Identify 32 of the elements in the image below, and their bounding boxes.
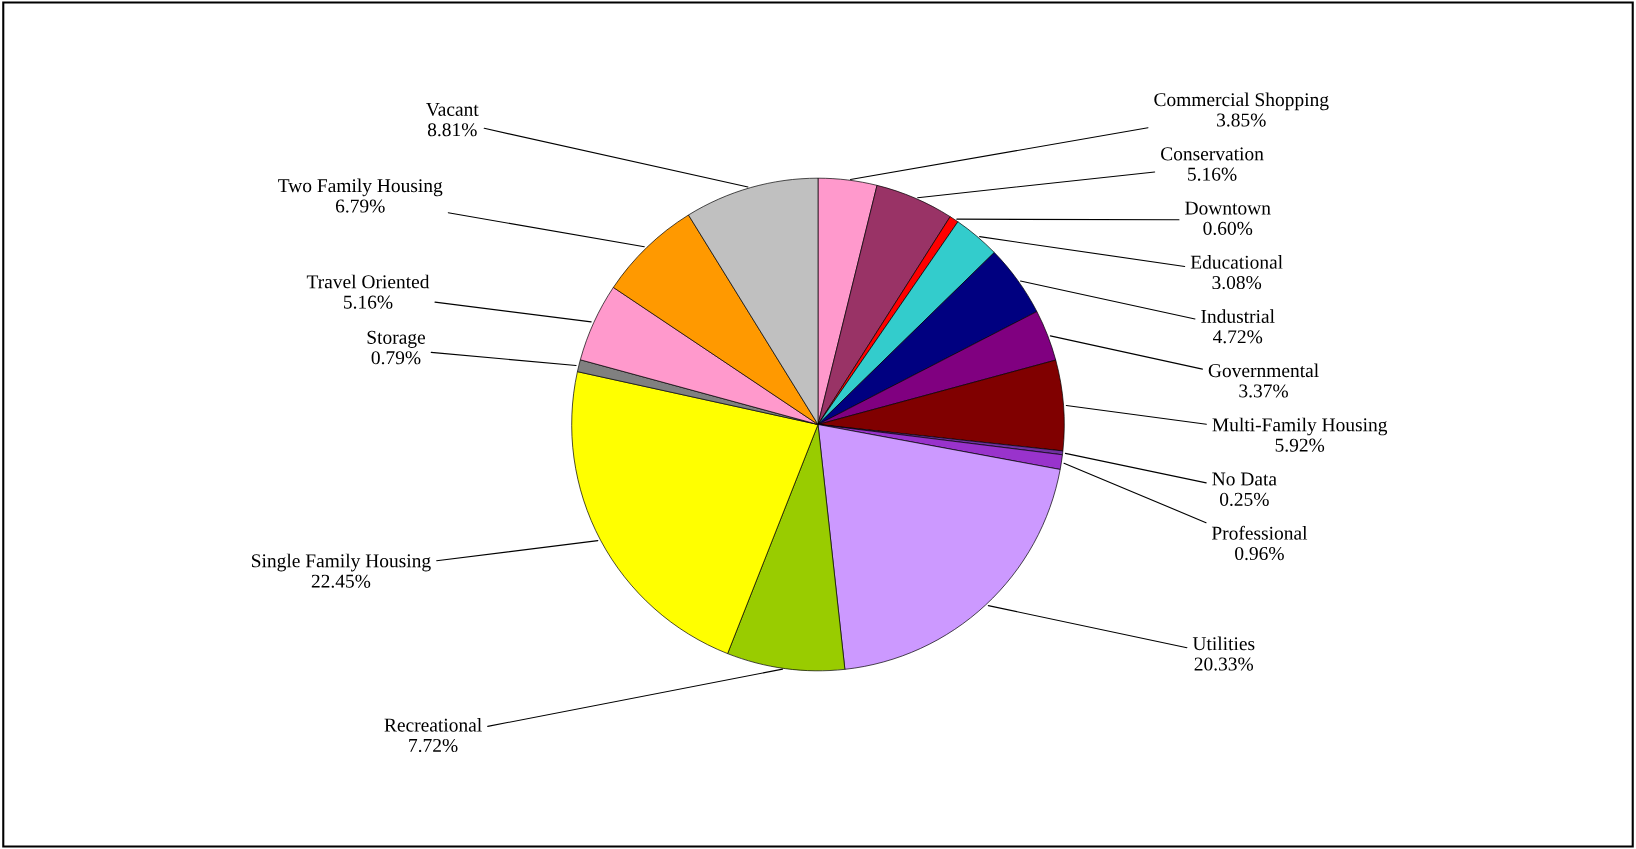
data-label: 22.45% bbox=[311, 574, 371, 588]
data-label: 0.60% bbox=[1203, 221, 1253, 236]
data-label: 7.72% bbox=[409, 738, 458, 753]
slice-label: Commercial Shopping bbox=[1154, 92, 1329, 111]
data-label: 20.33% bbox=[1194, 657, 1254, 671]
slice-label: Conservation bbox=[1161, 147, 1264, 161]
slice-label: Governmental bbox=[1208, 363, 1319, 378]
slice-label: Vacant bbox=[426, 103, 479, 117]
data-label: 6.79% bbox=[335, 199, 385, 213]
slice-label: Utilities bbox=[1192, 636, 1255, 651]
data-label: 5.16% bbox=[1188, 167, 1237, 181]
slice-label: Single Family Housing bbox=[252, 553, 431, 572]
data-label: 3.08% bbox=[1212, 276, 1262, 290]
slice-label: Travel Oriented bbox=[306, 274, 430, 289]
data-label: 0.25% bbox=[1219, 492, 1269, 506]
data-label: 0.79% bbox=[371, 351, 421, 365]
data-label: 5.92% bbox=[1275, 438, 1325, 452]
slice-label: Two Family Housing bbox=[278, 178, 443, 197]
slice-label: Multi-Family Housing bbox=[1212, 417, 1388, 436]
slice-label: Downtown bbox=[1185, 201, 1271, 215]
slice-label: Professional bbox=[1211, 525, 1308, 540]
data-label: 4.72% bbox=[1213, 330, 1263, 344]
slice-label: Recreational bbox=[384, 718, 482, 732]
data-label: 3.37% bbox=[1239, 384, 1288, 398]
data-label: 3.85% bbox=[1217, 113, 1266, 127]
slice-label: Storage bbox=[367, 330, 425, 348]
data-label: 8.81% bbox=[427, 123, 477, 137]
slice-label: Educational bbox=[1190, 255, 1283, 269]
data-label: 5.16% bbox=[344, 295, 393, 309]
slice-label: No Data bbox=[1212, 472, 1277, 486]
slice-label: Industrial bbox=[1201, 309, 1275, 323]
data-label: 0.96% bbox=[1235, 546, 1284, 561]
